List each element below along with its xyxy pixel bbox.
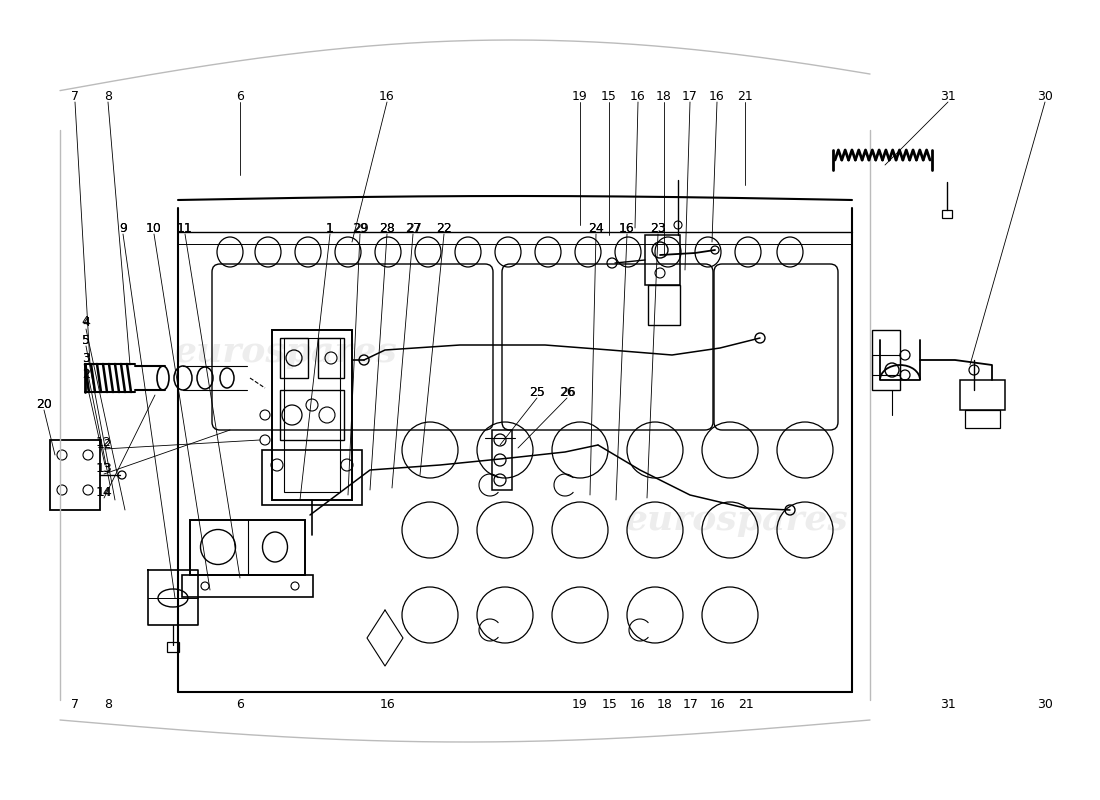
Text: 11: 11: [177, 222, 192, 234]
Bar: [280, 390, 344, 440]
Text: 8: 8: [104, 90, 112, 102]
Text: 16: 16: [379, 90, 395, 102]
Text: 22: 22: [436, 222, 452, 234]
Text: 25: 25: [529, 386, 544, 398]
Bar: [872, 355, 900, 375]
Bar: [645, 235, 680, 285]
Text: 15: 15: [602, 698, 617, 710]
Text: 23: 23: [650, 222, 666, 234]
Bar: [965, 410, 1000, 428]
Bar: [872, 330, 900, 390]
Text: 22: 22: [437, 222, 452, 234]
Text: 18: 18: [656, 90, 672, 102]
Text: 20: 20: [36, 398, 52, 410]
Text: 25: 25: [529, 386, 544, 398]
Bar: [262, 450, 362, 505]
Text: 21: 21: [737, 90, 752, 102]
Text: 1: 1: [326, 222, 334, 234]
Text: 29: 29: [352, 222, 367, 234]
Text: 17: 17: [683, 698, 698, 710]
Text: 3: 3: [82, 351, 90, 365]
Bar: [284, 338, 340, 492]
Text: 16: 16: [630, 90, 646, 102]
Bar: [50, 440, 100, 510]
Text: 16: 16: [710, 90, 725, 102]
Text: 24: 24: [588, 222, 604, 234]
Text: 27: 27: [405, 222, 421, 234]
Text: 18: 18: [657, 698, 672, 710]
Text: 20: 20: [36, 398, 52, 410]
Text: 14: 14: [97, 486, 112, 498]
Text: eurospares: eurospares: [174, 335, 398, 369]
Text: 10: 10: [146, 222, 162, 234]
Text: 16: 16: [630, 698, 646, 710]
Text: 23: 23: [650, 222, 666, 234]
Text: 26: 26: [559, 386, 575, 398]
Text: 12: 12: [97, 438, 112, 450]
Bar: [280, 338, 308, 378]
Text: 16: 16: [619, 222, 635, 234]
Text: 19: 19: [572, 90, 587, 102]
Bar: [960, 380, 1005, 410]
Bar: [272, 330, 352, 500]
Text: 8: 8: [103, 698, 112, 710]
Text: 2: 2: [81, 368, 90, 381]
Text: 27: 27: [406, 222, 421, 234]
Text: 13: 13: [97, 462, 112, 474]
Text: 13: 13: [96, 462, 112, 474]
Text: 17: 17: [682, 90, 697, 102]
Text: 4: 4: [81, 315, 90, 328]
Text: 5: 5: [82, 334, 90, 346]
Text: 12: 12: [96, 437, 112, 450]
Text: 16: 16: [619, 222, 635, 234]
Text: 7: 7: [70, 698, 79, 710]
Text: eurospares: eurospares: [625, 503, 849, 537]
Text: 16: 16: [379, 698, 395, 710]
Text: 2: 2: [82, 367, 90, 381]
Text: 31: 31: [940, 698, 956, 710]
Bar: [182, 575, 314, 597]
Text: 28: 28: [379, 222, 395, 234]
Text: 24: 24: [588, 222, 604, 234]
Bar: [190, 520, 305, 575]
Text: 3: 3: [81, 352, 90, 365]
Text: 19: 19: [572, 698, 587, 710]
Text: 29: 29: [353, 222, 369, 234]
Text: 9: 9: [119, 222, 126, 234]
Text: 16: 16: [710, 698, 725, 710]
Bar: [942, 210, 952, 218]
Text: 28: 28: [379, 222, 395, 234]
Text: 31: 31: [940, 90, 956, 102]
Text: 4: 4: [82, 317, 90, 330]
Bar: [492, 430, 512, 490]
Text: 5: 5: [81, 334, 90, 346]
Bar: [318, 338, 344, 378]
Bar: [167, 642, 179, 652]
Text: 1: 1: [326, 222, 334, 234]
Text: 26: 26: [560, 386, 575, 398]
Text: 6: 6: [235, 698, 244, 710]
Text: 7: 7: [72, 90, 79, 102]
Text: 9: 9: [119, 222, 128, 234]
Text: 30: 30: [1037, 698, 1053, 710]
Text: 6: 6: [236, 90, 244, 102]
Text: 21: 21: [738, 698, 754, 710]
Text: 14: 14: [96, 486, 112, 498]
Text: 10: 10: [146, 222, 162, 234]
Text: 30: 30: [1037, 90, 1053, 102]
Bar: [648, 285, 680, 325]
Text: 11: 11: [177, 222, 192, 234]
Text: 15: 15: [601, 90, 617, 102]
